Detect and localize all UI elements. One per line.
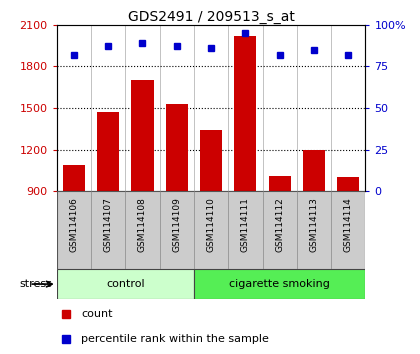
Text: count: count xyxy=(81,309,113,320)
Title: GDS2491 / 209513_s_at: GDS2491 / 209513_s_at xyxy=(128,10,294,24)
Text: cigarette smoking: cigarette smoking xyxy=(229,279,330,289)
Bar xyxy=(303,149,325,191)
Text: control: control xyxy=(106,279,144,289)
Bar xyxy=(63,165,85,191)
Text: GSM114113: GSM114113 xyxy=(310,198,318,252)
Bar xyxy=(337,177,360,191)
Text: GSM114106: GSM114106 xyxy=(69,198,79,252)
Text: GSM114109: GSM114109 xyxy=(172,198,181,252)
Text: stress: stress xyxy=(20,279,52,289)
Text: GSM114107: GSM114107 xyxy=(104,198,113,252)
Bar xyxy=(57,269,194,299)
Text: GSM114108: GSM114108 xyxy=(138,198,147,252)
Bar xyxy=(234,36,257,191)
Text: GSM114112: GSM114112 xyxy=(275,198,284,252)
Bar xyxy=(200,130,222,191)
Bar xyxy=(165,104,188,191)
Bar xyxy=(268,176,291,191)
Text: GSM114111: GSM114111 xyxy=(241,198,250,252)
Bar xyxy=(131,80,154,191)
Text: GSM114114: GSM114114 xyxy=(344,198,353,252)
Text: GSM114110: GSM114110 xyxy=(207,198,215,252)
Bar xyxy=(194,269,365,299)
Text: percentile rank within the sample: percentile rank within the sample xyxy=(81,333,269,344)
Bar xyxy=(97,112,119,191)
